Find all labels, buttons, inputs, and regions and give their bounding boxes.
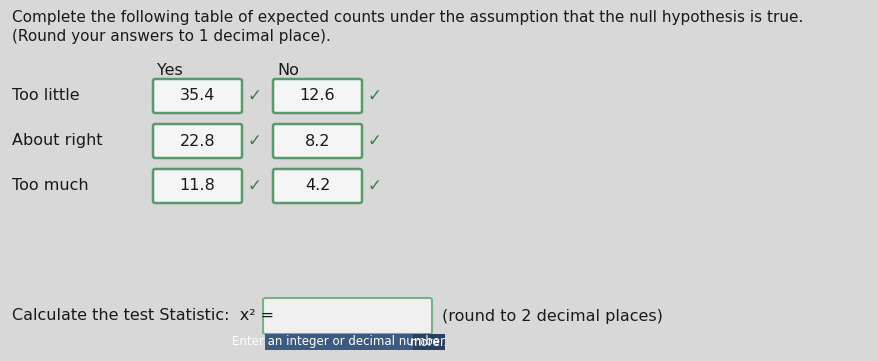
Text: 22.8: 22.8 [179,134,215,148]
FancyBboxPatch shape [153,124,241,158]
Text: About right: About right [12,134,103,148]
Text: ✓: ✓ [368,177,381,195]
Text: 8.2: 8.2 [305,134,330,148]
Text: Calculate the test Statistic:  x² =: Calculate the test Statistic: x² = [12,309,274,323]
Text: ✓: ✓ [368,132,381,150]
Text: ✓: ✓ [248,132,262,150]
Text: 11.8: 11.8 [179,178,215,193]
FancyBboxPatch shape [263,298,431,334]
Bar [264,334,413,350]
Text: ✓: ✓ [248,87,262,105]
Text: ✓: ✓ [248,177,262,195]
Text: (Round your answers to 1 decimal place).: (Round your answers to 1 decimal place). [12,29,330,44]
Text: 12.6: 12.6 [299,88,335,104]
Text: more..: more.. [409,335,448,348]
Text: Too little: Too little [12,88,80,104]
Text: (round to 2 decimal places): (round to 2 decimal places) [442,309,662,323]
Text: 4.2: 4.2 [305,178,330,193]
Text: ✓: ✓ [368,87,381,105]
Text: 35.4: 35.4 [180,88,215,104]
Text: Yes: Yes [157,63,183,78]
FancyBboxPatch shape [273,169,362,203]
FancyBboxPatch shape [153,169,241,203]
FancyBboxPatch shape [273,124,362,158]
Text: No: No [277,63,299,78]
FancyBboxPatch shape [273,79,362,113]
Text: Complete the following table of expected counts under the assumption that the nu: Complete the following table of expected… [12,10,802,25]
Text: Too much: Too much [12,178,89,193]
FancyBboxPatch shape [153,79,241,113]
Bar [413,334,444,350]
Text: Enter an integer or decimal number: Enter an integer or decimal number [233,335,445,348]
